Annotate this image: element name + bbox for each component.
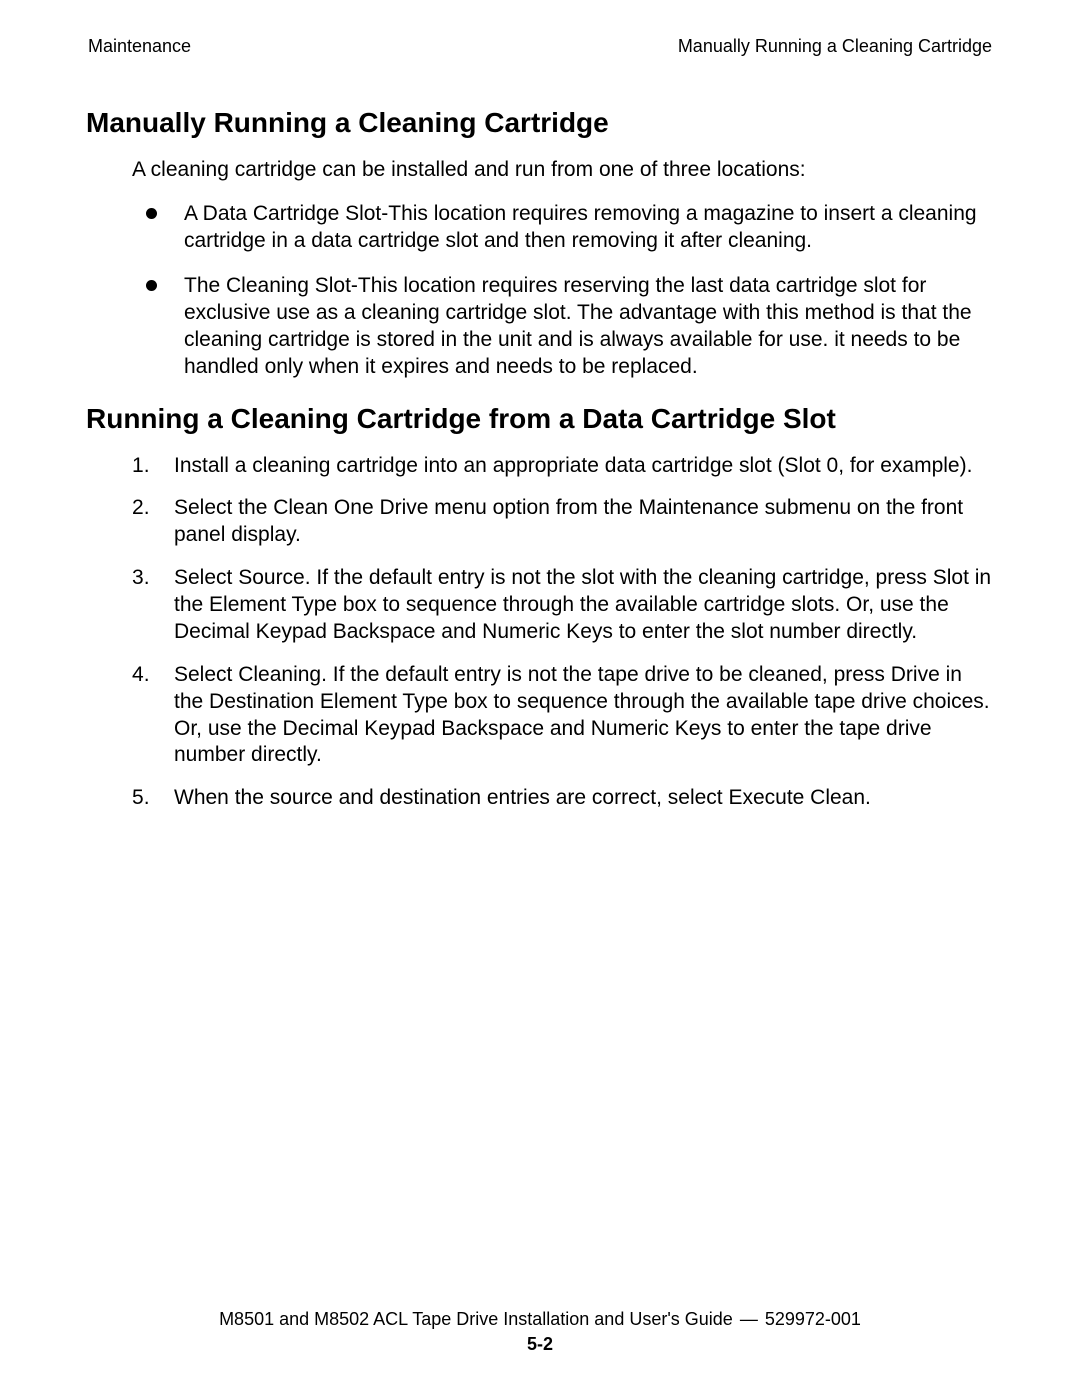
page: Maintenance Manually Running a Cleaning … [0,0,1080,1397]
bullet-item: A Data Cartridge Slot-This location requ… [132,201,994,255]
footer-doc-number: 529972-001 [765,1309,861,1329]
step-item: Select the Clean One Drive menu option f… [132,495,994,549]
bullet-item: The Cleaning Slot-This location requires… [132,273,994,381]
step-item: Select Cleaning. If the default entry is… [132,662,994,770]
footer-doc-title: M8501 and M8502 ACL Tape Drive Installat… [219,1309,733,1329]
section-title-1: Manually Running a Cleaning Cartridge [86,107,994,139]
footer-page-number: 5-2 [0,1334,1080,1355]
header-left: Maintenance [88,36,191,57]
step-item: Select Source. If the default entry is n… [132,565,994,646]
footer-dash: — [738,1309,760,1329]
step-list: Install a cleaning cartridge into an app… [132,453,994,813]
step-item: Install a cleaning cartridge into an app… [132,453,994,480]
intro-paragraph: A cleaning cartridge can be installed an… [132,157,994,183]
bullet-list: A Data Cartridge Slot-This location requ… [132,201,994,380]
header-right: Manually Running a Cleaning Cartridge [678,36,992,57]
section-title-2: Running a Cleaning Cartridge from a Data… [86,403,994,435]
page-footer: M8501 and M8502 ACL Tape Drive Installat… [0,1309,1080,1355]
step-item: When the source and destination entries … [132,785,994,812]
running-header: Maintenance Manually Running a Cleaning … [86,36,994,57]
